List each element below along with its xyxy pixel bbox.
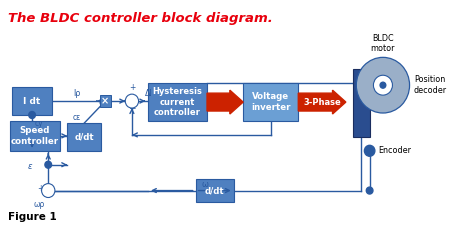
Text: +: + — [129, 83, 135, 92]
Text: cy: cy — [35, 119, 44, 128]
Text: −: − — [46, 184, 52, 193]
Text: −: − — [128, 103, 135, 112]
Text: The BLDC controller block diagram.: The BLDC controller block diagram. — [8, 12, 273, 25]
Text: cε: cε — [73, 113, 81, 122]
Text: 3-Phase: 3-Phase — [303, 98, 341, 106]
FancyBboxPatch shape — [243, 83, 298, 121]
Circle shape — [125, 94, 139, 108]
Text: Encoder: Encoder — [378, 146, 411, 155]
FancyBboxPatch shape — [148, 83, 207, 121]
Circle shape — [366, 187, 373, 194]
Text: +: + — [37, 184, 44, 193]
FancyBboxPatch shape — [352, 69, 369, 137]
Text: Hysteresis
current
controller: Hysteresis current controller — [153, 87, 202, 117]
Text: ×: × — [101, 96, 109, 106]
FancyArrow shape — [298, 90, 346, 114]
FancyBboxPatch shape — [10, 121, 60, 151]
Text: ωρ: ωρ — [33, 200, 45, 209]
Text: Iρ: Iρ — [73, 89, 81, 98]
FancyBboxPatch shape — [196, 179, 234, 202]
FancyBboxPatch shape — [12, 87, 52, 115]
Text: d/dt: d/dt — [75, 132, 94, 141]
Circle shape — [29, 112, 36, 119]
Circle shape — [45, 161, 52, 168]
Text: Position
decoder: Position decoder — [414, 75, 446, 95]
Circle shape — [380, 82, 386, 88]
Text: ΔI: ΔI — [145, 89, 153, 98]
Text: Figure 1: Figure 1 — [8, 212, 57, 222]
Text: d/dt: d/dt — [205, 186, 225, 195]
FancyBboxPatch shape — [67, 123, 102, 151]
Circle shape — [374, 75, 392, 95]
Text: Voltage
inverter: Voltage inverter — [251, 93, 291, 112]
FancyArrow shape — [207, 90, 243, 114]
Text: Speed
controller: Speed controller — [11, 126, 59, 146]
Circle shape — [356, 57, 410, 113]
Circle shape — [41, 184, 55, 198]
Circle shape — [364, 145, 375, 156]
Text: ε: ε — [27, 162, 32, 171]
Text: BLDC
motor: BLDC motor — [371, 34, 395, 53]
FancyBboxPatch shape — [99, 95, 111, 107]
Text: ω: ω — [202, 180, 209, 188]
Text: I dt: I dt — [23, 97, 40, 106]
